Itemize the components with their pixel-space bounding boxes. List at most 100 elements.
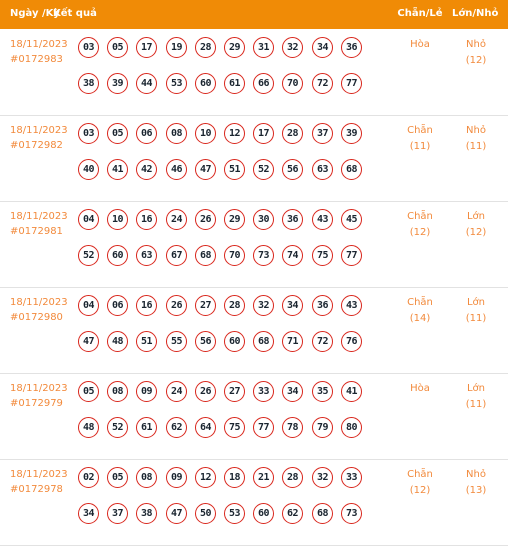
even-odd-cell: Hòa <box>395 37 445 53</box>
number-ball: 28 <box>195 37 216 58</box>
number-ball: 03 <box>78 37 99 58</box>
big-small-count: (11) <box>465 141 487 152</box>
number-ball: 04 <box>78 295 99 316</box>
big-small-result: Nhỏ <box>466 469 486 480</box>
number-ball: 62 <box>282 503 303 524</box>
draw-date: 18/11/2023 <box>10 39 68 50</box>
even-odd-cell: Chẵn (12) <box>395 467 445 499</box>
number-ball: 27 <box>224 381 245 402</box>
number-ball: 44 <box>136 73 157 94</box>
draw-date: 18/11/2023 <box>10 469 68 480</box>
number-ball: 68 <box>253 331 274 352</box>
number-ball: 75 <box>224 417 245 438</box>
number-ball: 41 <box>107 159 128 180</box>
number-ball: 78 <box>282 417 303 438</box>
number-ball: 60 <box>253 503 274 524</box>
even-odd-result: Chẵn <box>407 297 433 308</box>
number-ball: 10 <box>195 123 216 144</box>
table-row: 18/11/2023 #0172978 02 05 08 09 12 18 21 28 32 33 34… <box>0 459 508 546</box>
draw-date-cell: 18/11/2023 #0172982 <box>10 123 68 153</box>
number-ball: 08 <box>107 381 128 402</box>
big-small-cell: Nhỏ (11) <box>451 123 501 155</box>
number-ball: 29 <box>224 209 245 230</box>
even-odd-count: (12) <box>409 227 431 238</box>
number-ball: 80 <box>341 417 362 438</box>
number-ball: 33 <box>341 467 362 488</box>
table-row: 18/11/2023 #0172983 03 05 17 19 28 29 31 32 34 36 38… <box>0 29 508 116</box>
table-row: 18/11/2023 #0172980 04 06 16 26 27 28 32 34 36 43 47… <box>0 287 508 374</box>
number-ball: 63 <box>136 245 157 266</box>
big-small-result: Lớn <box>466 211 486 222</box>
number-ball: 47 <box>166 503 187 524</box>
big-small-count: (12) <box>465 55 487 66</box>
number-ball: 37 <box>312 123 333 144</box>
number-ball: 10 <box>107 209 128 230</box>
draw-date-cell: 18/11/2023 #0172980 <box>10 295 68 325</box>
header-big-small: Lớn/Nhỏ <box>452 8 499 19</box>
draw-date-cell: 18/11/2023 #0172981 <box>10 209 68 239</box>
number-ball: 05 <box>107 37 128 58</box>
even-odd-cell: Hòa <box>395 381 445 397</box>
number-ball: 63 <box>312 159 333 180</box>
number-ball: 39 <box>341 123 362 144</box>
number-ball: 73 <box>253 245 274 266</box>
number-ball: 34 <box>312 37 333 58</box>
number-ball: 77 <box>341 73 362 94</box>
number-ball: 48 <box>78 417 99 438</box>
big-small-result: Lớn <box>466 383 486 394</box>
table-row: 18/11/2023 #0172979 05 08 09 24 26 27 33 34 35 41 48… <box>0 373 508 460</box>
number-ball: 71 <box>282 331 303 352</box>
big-small-count: (12) <box>465 227 487 238</box>
number-ball: 30 <box>253 209 274 230</box>
number-ball: 31 <box>253 37 274 58</box>
draw-id: #0172982 <box>10 140 63 151</box>
number-ball: 36 <box>312 295 333 316</box>
number-ball: 47 <box>195 159 216 180</box>
draw-date: 18/11/2023 <box>10 383 68 394</box>
number-ball: 53 <box>166 73 187 94</box>
number-ball: 56 <box>195 331 216 352</box>
number-ball: 51 <box>136 331 157 352</box>
number-ball: 64 <box>195 417 216 438</box>
number-ball: 34 <box>78 503 99 524</box>
number-ball: 08 <box>136 467 157 488</box>
number-ball: 08 <box>166 123 187 144</box>
number-ball: 79 <box>312 417 333 438</box>
even-odd-result: Chẵn <box>407 211 433 222</box>
even-odd-result: Hòa <box>410 39 430 50</box>
number-ball: 21 <box>253 467 274 488</box>
number-ball: 52 <box>78 245 99 266</box>
number-ball: 24 <box>166 381 187 402</box>
big-small-count: (11) <box>465 313 487 324</box>
number-ball: 75 <box>312 245 333 266</box>
number-ball: 66 <box>253 73 274 94</box>
even-odd-result: Chẵn <box>407 469 433 480</box>
number-ball: 60 <box>224 331 245 352</box>
number-ball: 09 <box>136 381 157 402</box>
number-ball: 46 <box>166 159 187 180</box>
number-ball: 24 <box>166 209 187 230</box>
big-small-cell: Lớn (12) <box>451 209 501 241</box>
number-ball: 43 <box>312 209 333 230</box>
number-ball: 34 <box>282 295 303 316</box>
number-ball: 05 <box>78 381 99 402</box>
even-odd-cell: Chẵn (12) <box>395 209 445 241</box>
big-small-result: Nhỏ <box>466 39 486 50</box>
number-ball: 19 <box>166 37 187 58</box>
number-ball: 28 <box>282 123 303 144</box>
number-ball: 61 <box>224 73 245 94</box>
number-ball: 76 <box>341 331 362 352</box>
draw-date: 18/11/2023 <box>10 125 68 136</box>
number-ball: 02 <box>78 467 99 488</box>
table-row: 18/11/2023 #0172981 04 10 16 24 26 29 30 36 43 45 52… <box>0 201 508 288</box>
number-ball: 03 <box>78 123 99 144</box>
even-odd-result: Chẵn <box>407 125 433 136</box>
number-ball: 60 <box>107 245 128 266</box>
draw-date: 18/11/2023 <box>10 211 68 222</box>
number-ball: 12 <box>224 123 245 144</box>
number-ball: 60 <box>195 73 216 94</box>
even-odd-result: Hòa <box>410 383 430 394</box>
number-ball: 53 <box>224 503 245 524</box>
draw-date-cell: 18/11/2023 #0172979 <box>10 381 68 411</box>
